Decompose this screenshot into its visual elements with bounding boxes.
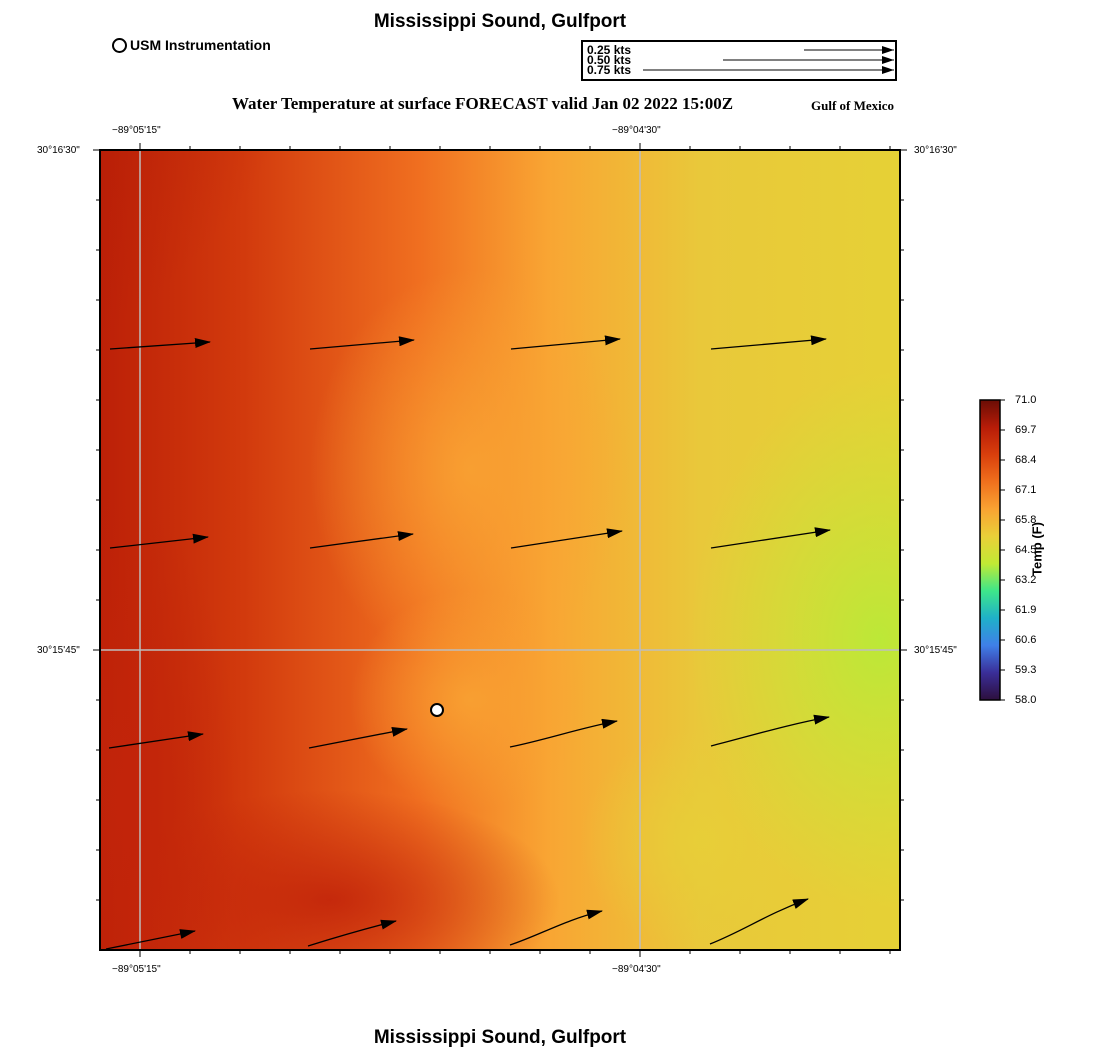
region-label: Gulf of Mexico	[811, 98, 895, 113]
scale-label-025: 0.25 kts	[587, 43, 632, 57]
lat-label-left-1: 30°16'30"	[37, 145, 80, 156]
current-arrow-icon	[710, 714, 830, 747]
current-arrow-icon	[307, 919, 397, 947]
usm-station-marker-icon[interactable]	[430, 703, 444, 717]
lat-label-left-2: 30°15'45"	[37, 645, 80, 656]
current-arrow-icon	[308, 726, 408, 749]
current-arrow-icon	[309, 531, 414, 549]
scale-label-050: 0.50 kts	[587, 53, 632, 67]
current-arrow-icon	[510, 528, 623, 549]
station-marker-icon	[112, 37, 127, 53]
lat-label-right-1: 30°16'30"	[914, 145, 957, 156]
lon-label-top-2: −89°04'30"	[612, 125, 661, 136]
colorbar	[979, 399, 1005, 701]
current-vectors	[105, 335, 831, 950]
current-arrow-icon	[509, 909, 603, 946]
map-gridlines	[100, 150, 900, 950]
current-arrow-icon	[710, 527, 831, 549]
current-arrow-icon	[710, 335, 827, 350]
colorbar-tick-label: 59.3	[1015, 664, 1037, 676]
scale-arrows	[643, 46, 894, 74]
current-arrow-icon	[309, 336, 415, 350]
current-arrow-icon	[510, 335, 621, 350]
lat-label-right-2: 30°15'45"	[914, 645, 957, 656]
colorbar-tick-label: 71.0	[1015, 394, 1037, 406]
current-arrow-icon	[109, 533, 209, 549]
current-arrow-icon	[709, 898, 809, 945]
current-arrow-icon	[109, 338, 211, 350]
colorbar-tick-label: 67.1	[1015, 484, 1037, 496]
colorbar-tick-label: 58.0	[1015, 694, 1037, 706]
station-legend: USM Instrumentation	[112, 37, 271, 53]
colorbar-tick-label: 61.9	[1015, 604, 1037, 616]
lon-label-top-1: −89°05'15"	[112, 125, 161, 136]
colorbar-tick-label: 64.5	[1015, 544, 1037, 556]
plot-title: Water Temperature at surface FORECAST va…	[232, 94, 734, 113]
page-title: Mississippi Sound, Gulfport	[373, 11, 627, 32]
colorbar-tick-label: 69.7	[1015, 424, 1037, 436]
current-arrow-icon	[105, 929, 196, 950]
lon-label-bottom-2: −89°04'30"	[612, 964, 661, 975]
footer-title: Mississippi Sound, Gulfport	[373, 1027, 627, 1048]
current-arrow-icon	[108, 731, 204, 749]
colorbar-gradient	[979, 399, 1001, 701]
current-scale-legend: 0.25 kts 0.50 kts 0.75 kts	[581, 40, 897, 81]
colorbar-title: Temp (F)	[1029, 522, 1045, 576]
current-arrow-icon	[509, 718, 618, 748]
colorbar-tick-label: 60.6	[1015, 634, 1037, 646]
colorbar-tick-label: 65.8	[1015, 514, 1037, 526]
map-ticks	[93, 143, 907, 957]
temperature-field	[100, 150, 900, 950]
colorbar-tick-label: 68.4	[1015, 454, 1037, 466]
lon-label-bottom-1: −89°05'15"	[112, 964, 161, 975]
colorbar-tick-label: 63.2	[1015, 574, 1037, 586]
scale-label-075: 0.75 kts	[587, 63, 632, 77]
station-legend-label: USM Instrumentation	[130, 37, 271, 53]
